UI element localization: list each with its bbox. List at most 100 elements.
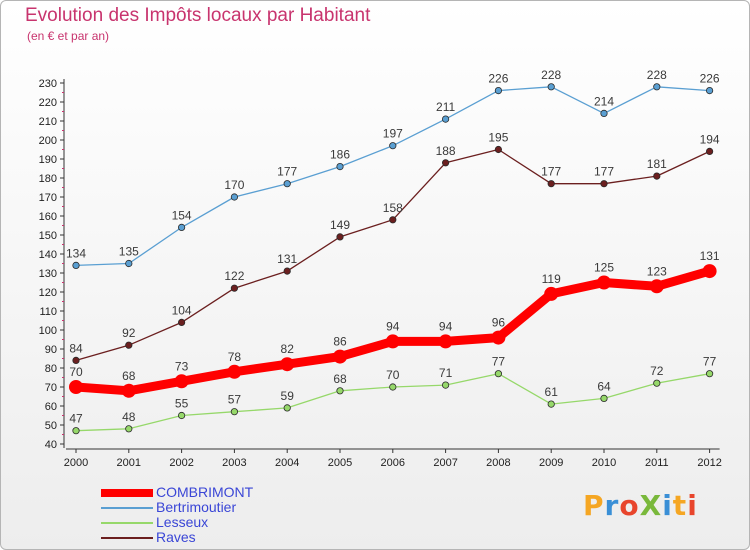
x-tick-label: 2012 (697, 457, 721, 469)
chart-title: Evolution des Impôts locaux par Habitant (25, 5, 371, 26)
data-point (72, 427, 80, 435)
x-tick-label: 2010 (592, 457, 616, 469)
x-tick-label: 2009 (539, 457, 563, 469)
data-point (653, 172, 661, 180)
data-point (178, 411, 186, 420)
data-point (69, 380, 83, 394)
data-label: 70 (69, 365, 83, 379)
data-point (230, 408, 238, 416)
data-label: 92 (122, 326, 136, 340)
data-label: 188 (436, 144, 456, 158)
data-label: 59 (281, 389, 295, 403)
x-tick-label: 2005 (328, 457, 352, 469)
x-tick-label: 2007 (433, 457, 457, 469)
data-label: 131 (277, 252, 297, 266)
data-label: 195 (488, 131, 508, 145)
data-label: 57 (228, 393, 242, 407)
y-tick-label: 140 (39, 249, 57, 261)
data-point (600, 394, 608, 402)
legend-swatch (101, 522, 153, 524)
data-label: 177 (541, 165, 561, 179)
legend-item: COMBRIMONT (101, 485, 361, 500)
y-tick-label: 130 (39, 268, 57, 280)
data-label: 228 (541, 68, 561, 82)
data-label: 77 (492, 355, 506, 369)
data-label: 228 (647, 68, 667, 82)
data-point (389, 383, 397, 391)
data-point (494, 145, 502, 154)
y-tick-label: 50 (45, 420, 57, 432)
y-tick-label: 60 (45, 401, 57, 413)
data-point (653, 379, 661, 387)
data-label: 48 (122, 410, 136, 424)
data-label: 78 (228, 350, 242, 364)
data-label: 86 (333, 335, 347, 349)
y-tick-label: 150 (39, 230, 57, 242)
data-point (336, 163, 344, 171)
data-label: 181 (647, 157, 667, 171)
data-label: 73 (175, 359, 189, 373)
x-tick-label: 2011 (645, 457, 669, 469)
data-label: 158 (383, 201, 403, 215)
y-tick-label: 70 (45, 382, 57, 394)
data-point (336, 233, 344, 241)
y-tick-label: 100 (39, 325, 57, 337)
x-tick-label: 2004 (275, 457, 299, 469)
data-label: 214 (594, 94, 614, 108)
data-label: 77 (703, 355, 717, 369)
legend-item: Bertrimoutier (101, 500, 361, 515)
legend-swatch (101, 537, 153, 539)
data-point (600, 109, 608, 118)
data-point (494, 370, 502, 378)
y-tick-label: 160 (39, 211, 57, 223)
y-tick-label: 190 (39, 154, 57, 166)
y-tick-label: 200 (39, 135, 57, 147)
y-tick-label: 80 (45, 363, 57, 375)
legend-swatch (101, 489, 153, 497)
data-label: 186 (330, 148, 350, 162)
data-label: 94 (386, 319, 400, 333)
data-point (227, 364, 242, 379)
data-label: 84 (69, 341, 83, 355)
y-tick-label: 110 (39, 306, 57, 318)
data-point (174, 374, 189, 389)
data-point (283, 267, 291, 275)
x-tick-label: 2002 (169, 457, 193, 469)
data-label: 82 (281, 342, 295, 356)
data-point (441, 159, 450, 167)
data-point (705, 87, 714, 95)
x-tick-label: 2008 (486, 457, 510, 469)
data-point (547, 400, 555, 408)
data-point (702, 264, 717, 279)
data-label: 119 (542, 272, 561, 286)
y-tick-label: 180 (39, 173, 57, 185)
legend-item: Raves (101, 530, 361, 545)
data-label: 96 (492, 316, 506, 330)
data-label: 72 (650, 364, 664, 378)
data-point (333, 349, 347, 364)
data-label: 125 (594, 261, 614, 275)
legend-label: Bertrimoutier (156, 499, 237, 515)
data-point (385, 334, 400, 349)
data-point (178, 223, 186, 231)
legend-label: Lesseux (156, 514, 209, 530)
data-label: 94 (439, 319, 453, 333)
data-label: 70 (386, 368, 400, 382)
data-point (72, 261, 80, 269)
data-label: 68 (122, 369, 136, 383)
chart-legend: COMBRIMONT Bertrimoutier Lesseux Raves (101, 485, 361, 545)
data-label: 149 (330, 218, 350, 232)
legend-label: Raves (156, 529, 196, 545)
data-point (230, 284, 238, 292)
y-tick-label: 220 (39, 97, 57, 109)
data-point (441, 115, 450, 123)
data-point (389, 216, 397, 224)
legend-label: COMBRIMONT (156, 484, 254, 500)
data-point (280, 357, 295, 372)
data-point (597, 275, 611, 290)
data-point (336, 387, 344, 395)
data-label: 226 (488, 72, 508, 86)
data-point (121, 383, 136, 398)
data-point (283, 404, 291, 412)
data-label: 47 (69, 412, 83, 426)
